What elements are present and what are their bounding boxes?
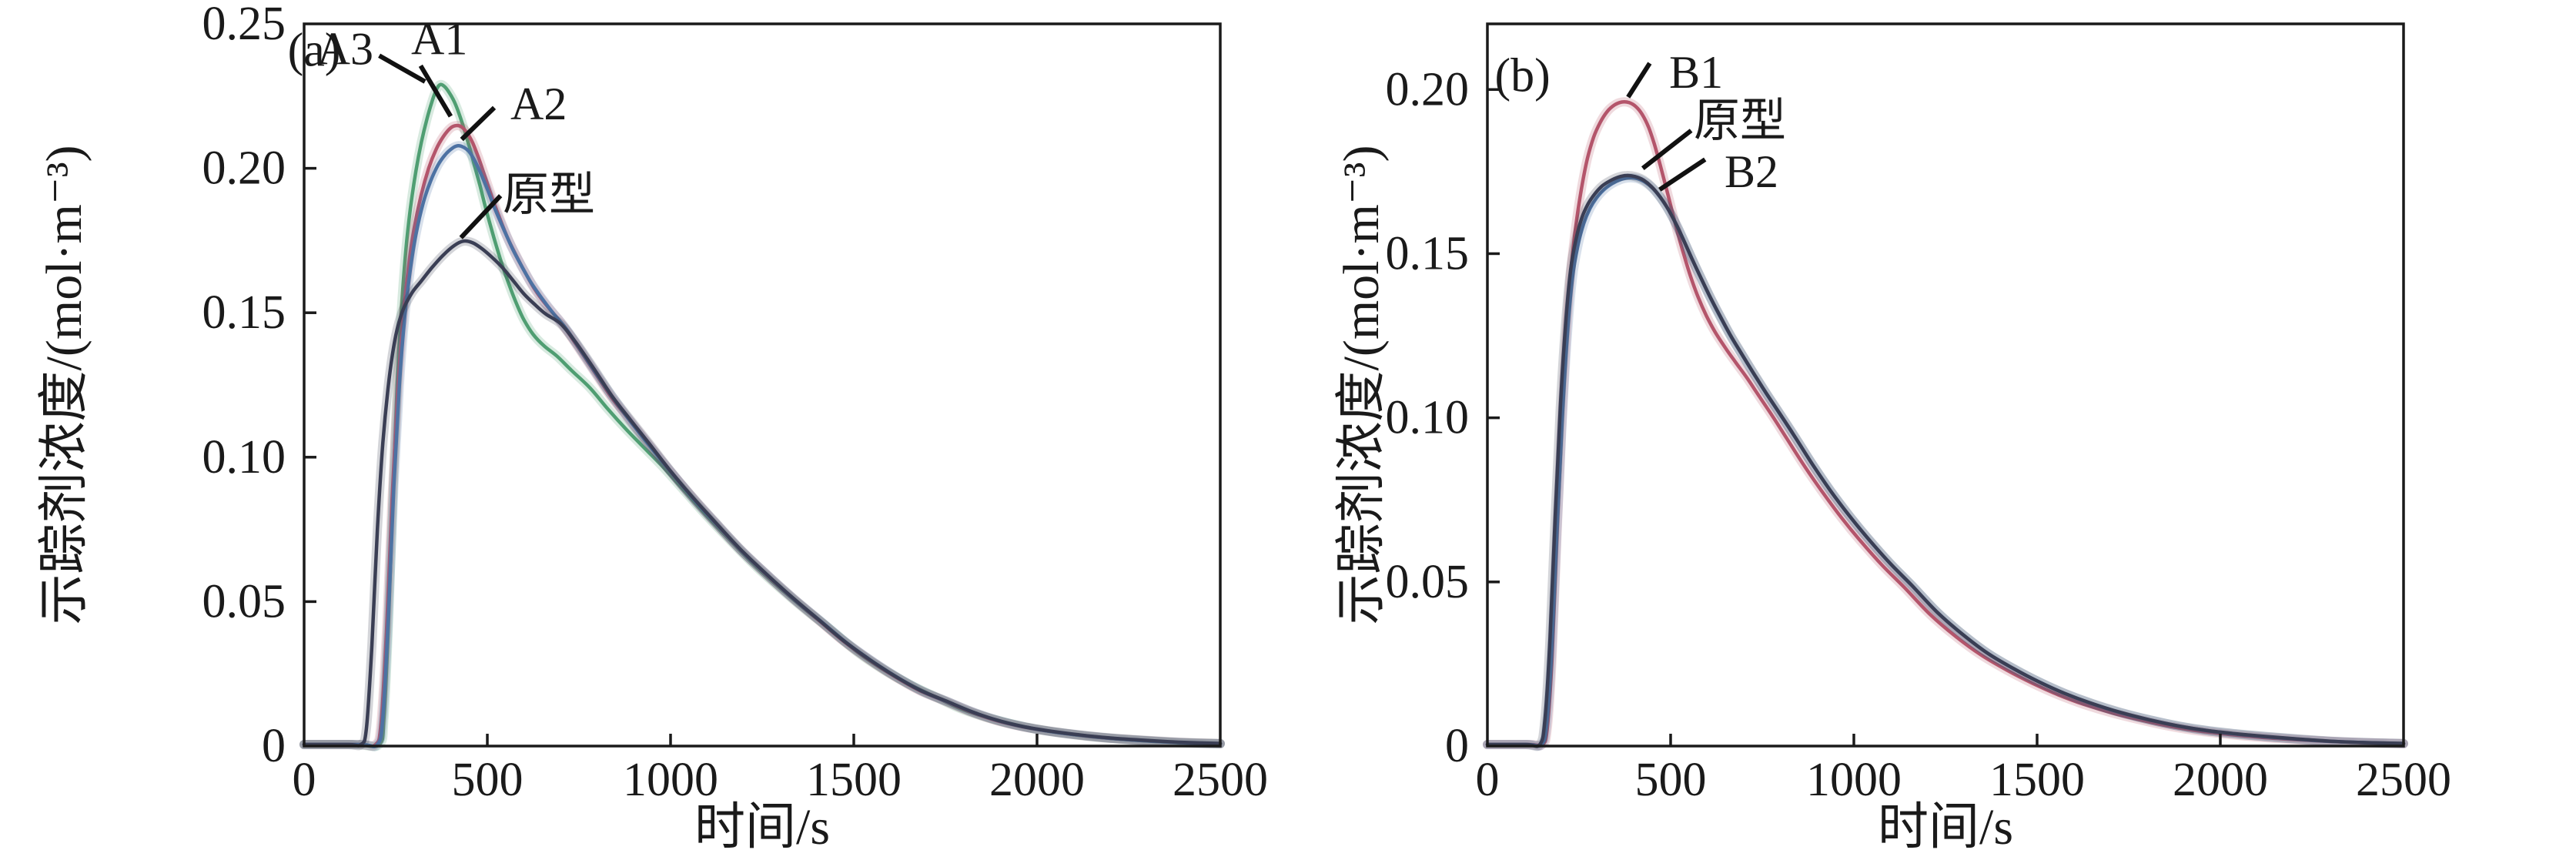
series-label-B1: B1 bbox=[1669, 47, 1723, 98]
y-tick-label: 0.05 bbox=[202, 575, 286, 627]
curve-B2 bbox=[1485, 176, 2406, 748]
curve-halo-A2 bbox=[299, 141, 1225, 751]
leader-line-A2 bbox=[460, 105, 497, 142]
series-label-A1: A1 bbox=[411, 13, 467, 64]
series-label-A3: A3 bbox=[317, 24, 373, 75]
leader-line-原型 bbox=[459, 194, 503, 239]
curve-原型 bbox=[302, 239, 1223, 748]
leader-line-B2 bbox=[1658, 157, 1707, 192]
corner-label-b: (b) bbox=[1495, 49, 1551, 102]
curve-A2 bbox=[302, 144, 1223, 748]
x-tick-label: 0 bbox=[293, 754, 316, 806]
curve-A3 bbox=[302, 82, 1223, 748]
x-tick-label: 2000 bbox=[2173, 754, 2268, 806]
y-tick-label: 0.15 bbox=[1386, 227, 1470, 279]
y-tick-label: 0.15 bbox=[202, 286, 286, 339]
curve-halo-A3 bbox=[299, 79, 1225, 751]
x-tick-label: 2500 bbox=[1173, 754, 1268, 806]
panel-a: 0 500 1000 1500 2000 2500 0 0.05 0.10 0.15 0.20 0.2… bbox=[36, 0, 1268, 855]
x-tick-label: 0 bbox=[1476, 754, 1500, 806]
curve-halo-B1 bbox=[1483, 97, 2408, 751]
x-tick-label: 1500 bbox=[1989, 754, 2085, 806]
curve-halo-原型 bbox=[299, 236, 1225, 751]
curve-halo-A1 bbox=[299, 121, 1225, 751]
curve-halo-原型 bbox=[1483, 170, 2408, 751]
y-tick-label: 0.10 bbox=[1386, 392, 1470, 444]
y-axis-title-b: 示踪剂浓度/(mol·m⁻³) bbox=[1333, 146, 1390, 625]
x-tick-label: 500 bbox=[1635, 754, 1707, 806]
plot-box-b bbox=[1486, 22, 2405, 748]
leader-line-原型 bbox=[1641, 129, 1693, 170]
curve-A1 bbox=[302, 123, 1223, 748]
y-tick-label: 0.20 bbox=[1386, 63, 1470, 115]
leader-line-A1 bbox=[418, 64, 453, 118]
y-tick-label: 0.10 bbox=[202, 431, 286, 484]
x-tick-label: 1000 bbox=[623, 754, 718, 806]
x-tick-label: 2000 bbox=[989, 754, 1085, 806]
series-label-B2: B2 bbox=[1725, 146, 1778, 197]
y-tick-label: 0.25 bbox=[202, 0, 286, 50]
corner-label-a: (a) bbox=[288, 24, 341, 76]
curve-halo-B2 bbox=[1483, 172, 2408, 751]
curves-a bbox=[299, 79, 1225, 751]
y-axis-title-a: 示踪剂浓度/(mol·m⁻³) bbox=[36, 146, 92, 625]
x-axis-title-b: 时间/s bbox=[1878, 799, 2013, 855]
plot-box-a bbox=[303, 22, 1222, 748]
series-label-原型: 原型 bbox=[1694, 95, 1786, 146]
panel-b: 0 500 1000 1500 2000 2500 0 0.05 0.10 0.15 0.20 时间/… bbox=[1333, 22, 2451, 855]
series-label-原型: 原型 bbox=[503, 169, 595, 220]
y-tick-label: 0 bbox=[1445, 720, 1469, 772]
x-tick-label: 2500 bbox=[2356, 754, 2451, 806]
y-tick-label: 0.20 bbox=[202, 142, 286, 195]
x-tick-label: 500 bbox=[452, 754, 524, 806]
leader-line-A3 bbox=[378, 53, 427, 84]
x-tick-label: 1500 bbox=[806, 754, 902, 806]
curve-原型 bbox=[1485, 173, 2406, 748]
y-tick-label: 0.05 bbox=[1386, 556, 1470, 608]
series-label-A2: A2 bbox=[510, 79, 567, 129]
curves-b bbox=[1483, 97, 2408, 751]
x-tick-label: 1000 bbox=[1806, 754, 1902, 806]
curve-B1 bbox=[1485, 100, 2406, 748]
y-tick-label: 0 bbox=[262, 720, 286, 772]
leader-line-B1 bbox=[1626, 62, 1652, 99]
x-axis-title-a: 时间/s bbox=[694, 799, 830, 855]
